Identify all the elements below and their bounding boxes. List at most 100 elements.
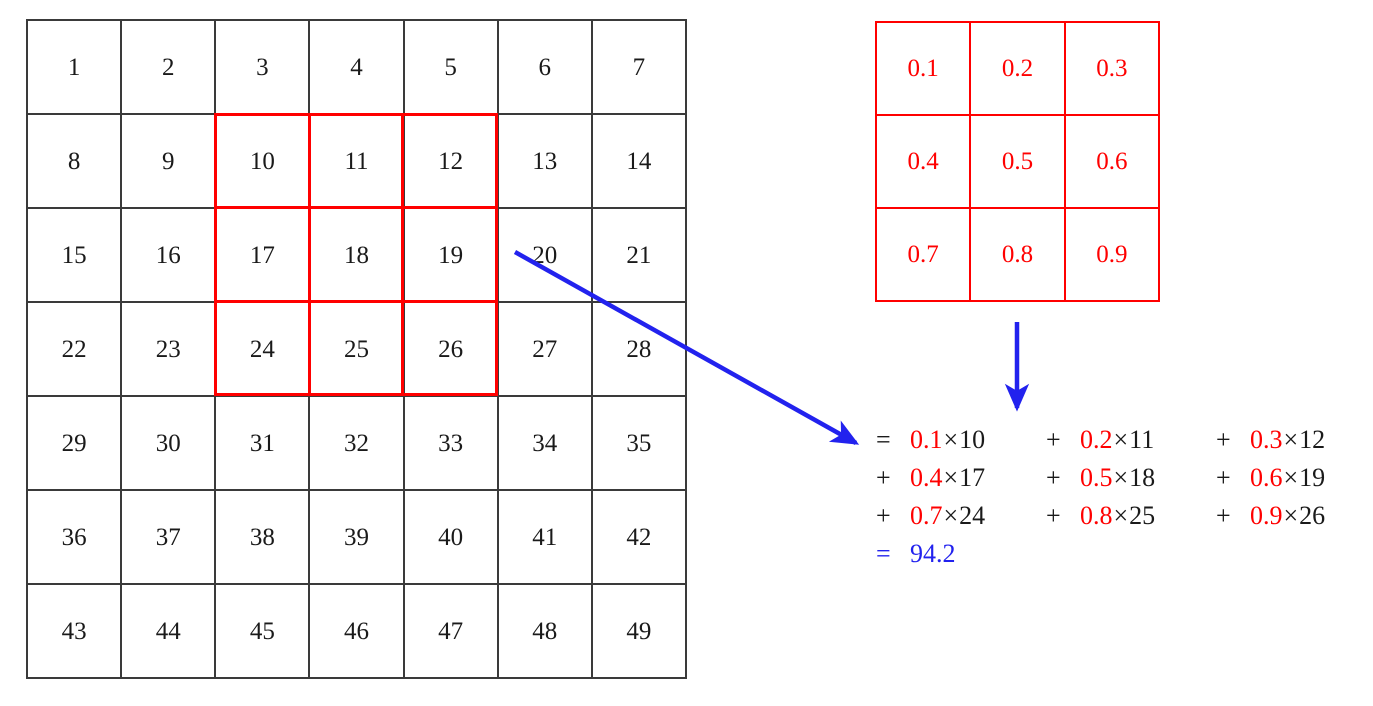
- kernel-cell-r3-c1: 0.7: [877, 209, 972, 302]
- input-cell-r2-c7: 14: [592, 115, 687, 209]
- equation-input-value: 25: [1129, 501, 1156, 530]
- input-cell-r1-c1: 1: [28, 21, 123, 115]
- input-cell-r3-c3: 17: [216, 209, 311, 303]
- input-cell-r4-c7: 28: [592, 303, 687, 397]
- input-cell-r2-c3: 10: [216, 115, 311, 209]
- input-cell-r6-c5: 40: [404, 491, 499, 585]
- equation-kernel-weight: 0.6: [1250, 463, 1283, 492]
- input-cell-r4-c3: 24: [216, 303, 311, 397]
- equation-plus-operator: +: [1046, 501, 1061, 530]
- input-cell-r6-c2: 37: [122, 491, 217, 585]
- equation-kernel-weight: 0.5: [1080, 463, 1113, 492]
- kernel-cell-r2-c3: 0.6: [1065, 116, 1160, 209]
- input-cell-r7-c1: 43: [28, 585, 123, 679]
- equation-kernel-weight: 0.1: [910, 425, 943, 454]
- convolution-equation: = 0.1×10 +0.2×11 +0.3×12 +0.4×17 +0.5×18 +0.6×…: [876, 421, 1356, 573]
- multiplication-sign: ×: [1283, 501, 1299, 530]
- input-cell-r2-c5: 12: [404, 115, 499, 209]
- input-cell-r2-c1: 8: [28, 115, 123, 209]
- kernel-cell-r3-c3: 0.9: [1065, 209, 1160, 302]
- input-cell-r3-c6: 20: [498, 209, 593, 303]
- input-cell-r1-c2: 2: [122, 21, 217, 115]
- equation-kernel-weight: 0.8: [1080, 501, 1113, 530]
- kernel-weights-grid: 0.1 0.2 0.3 0.4 0.5 0.6 0.7 0.8 0.9: [875, 21, 1160, 302]
- multiplication-sign: ×: [943, 501, 959, 530]
- equation-kernel-weight: 0.4: [910, 463, 943, 492]
- equation-plus-operator: +: [1216, 463, 1231, 492]
- input-cell-r7-c7: 49: [592, 585, 687, 679]
- kernel-cell-r2-c2: 0.5: [971, 116, 1066, 209]
- equation-line-1: = 0.1×10 +0.2×11 +0.3×12: [876, 421, 1356, 459]
- input-cell-r2-c6: 13: [498, 115, 593, 209]
- equation-term: 0.2×11: [1080, 421, 1216, 459]
- equation-input-value: 11: [1129, 425, 1155, 454]
- equation-plus-operator: +: [1046, 463, 1061, 492]
- equation-input-value: 19: [1299, 463, 1326, 492]
- multiplication-sign: ×: [1113, 425, 1129, 454]
- equation-term: 0.1×10: [910, 421, 1046, 459]
- input-cell-r2-c4: 11: [310, 115, 405, 209]
- equation-term: 0.8×25: [1080, 497, 1216, 535]
- multiplication-sign: ×: [1283, 425, 1299, 454]
- input-cell-r3-c4: 18: [310, 209, 405, 303]
- multiplication-sign: ×: [943, 463, 959, 492]
- equation-kernel-weight: 0.2: [1080, 425, 1113, 454]
- input-cell-r4-c2: 23: [122, 303, 217, 397]
- multiplication-sign: ×: [1113, 463, 1129, 492]
- input-cell-r4-c4: 25: [310, 303, 405, 397]
- equation-term: 0.9×26: [1250, 497, 1325, 535]
- equation-term: 0.6×19: [1250, 459, 1325, 497]
- kernel-cell-r2-c1: 0.4: [877, 116, 972, 209]
- equation-kernel-weight: 0.9: [1250, 501, 1283, 530]
- multiplication-sign: ×: [943, 425, 959, 454]
- equation-plus-operator: +: [1216, 501, 1231, 530]
- input-cell-r6-c4: 39: [310, 491, 405, 585]
- equation-plus-operator: +: [1216, 425, 1231, 454]
- input-cell-r1-c5: 5: [404, 21, 499, 115]
- equation-term: 0.5×18: [1080, 459, 1216, 497]
- input-cell-r7-c6: 48: [498, 585, 593, 679]
- input-feature-map-grid: 1 2 3 4 5 6 7 8 9 10 11 12 13 14 15 16 17 18 19 20 21 22 23 24 2…: [26, 19, 687, 679]
- input-cell-r5-c5: 33: [404, 397, 499, 491]
- equation-input-value: 18: [1129, 463, 1156, 492]
- input-cell-r4-c6: 27: [498, 303, 593, 397]
- equation-result-line: = 94.2: [876, 535, 1356, 573]
- equation-input-value: 24: [959, 501, 986, 530]
- equation-plus-operator: +: [1046, 425, 1061, 454]
- equation-term: 0.4×17: [910, 459, 1046, 497]
- equation-input-value: 17: [959, 463, 986, 492]
- input-cell-r3-c1: 15: [28, 209, 123, 303]
- convolution-output-value: 94.2: [910, 539, 956, 568]
- equation-line-3: +0.7×24 +0.8×25 +0.9×26: [876, 497, 1356, 535]
- kernel-cell-r1-c3: 0.3: [1065, 23, 1160, 116]
- equation-input-value: 26: [1299, 501, 1326, 530]
- input-cell-r1-c6: 6: [498, 21, 593, 115]
- input-cell-r5-c6: 34: [498, 397, 593, 491]
- kernel-cell-r3-c2: 0.8: [971, 209, 1066, 302]
- input-cell-r5-c4: 32: [310, 397, 405, 491]
- input-cell-r5-c7: 35: [592, 397, 687, 491]
- equation-leading-operator: +: [876, 501, 891, 530]
- input-cell-r1-c3: 3: [216, 21, 311, 115]
- equation-result-operator: =: [876, 539, 891, 568]
- input-cell-r6-c6: 41: [498, 491, 593, 585]
- input-cell-r4-c1: 22: [28, 303, 123, 397]
- input-cell-r3-c7: 21: [592, 209, 687, 303]
- input-cell-r7-c3: 45: [216, 585, 311, 679]
- equation-input-value: 10: [959, 425, 986, 454]
- input-cell-r6-c3: 38: [216, 491, 311, 585]
- equation-term: 0.3×12: [1250, 421, 1325, 459]
- input-cell-r4-c5: 26: [404, 303, 499, 397]
- input-cell-r6-c7: 42: [592, 491, 687, 585]
- input-cell-r6-c1: 36: [28, 491, 123, 585]
- input-cell-r5-c3: 31: [216, 397, 311, 491]
- kernel-cell-r1-c1: 0.1: [877, 23, 972, 116]
- input-cell-r7-c2: 44: [122, 585, 217, 679]
- multiplication-sign: ×: [1113, 501, 1129, 530]
- kernel-cell-r1-c2: 0.2: [971, 23, 1066, 116]
- equation-leading-operator: =: [876, 425, 891, 454]
- input-cell-r3-c5: 19: [404, 209, 499, 303]
- equation-input-value: 12: [1299, 425, 1326, 454]
- input-cell-r7-c4: 46: [310, 585, 405, 679]
- input-cell-r1-c7: 7: [592, 21, 687, 115]
